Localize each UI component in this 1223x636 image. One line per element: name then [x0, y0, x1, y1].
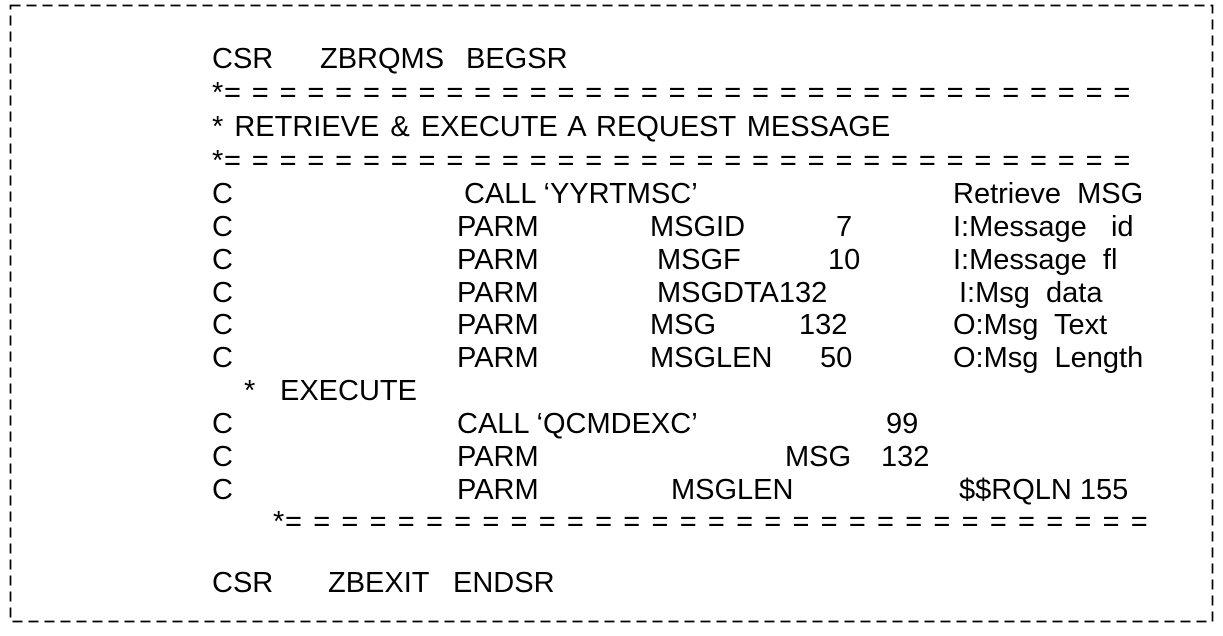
line-separator-bottom: * = = = = = = = = = = = = = = = = = = = =… — [0, 506, 1223, 539]
result-field: MSG — [650, 309, 717, 341]
comment-star: * — [244, 375, 256, 407]
field-length: 50 — [820, 342, 853, 374]
opcode-parm: PARM — [457, 441, 539, 473]
spec-letter: C — [212, 441, 233, 473]
opcode-endsr: ENDSR — [453, 567, 555, 599]
comment-star: * — [212, 77, 224, 109]
field-length: 132 — [881, 441, 930, 473]
result-field: MSGID — [650, 211, 746, 243]
separator-equals: = = = = = = = = = = = = = = = = = = = = … — [224, 145, 1132, 177]
subroutine-name: ZBEXIT — [328, 567, 430, 599]
result-field: MSGDTA132 — [657, 277, 828, 309]
line-comment-execute: * EXECUTE — [0, 375, 1223, 408]
line-separator-top: * = = = = = = = = = = = = = = = = = = = =… — [0, 77, 1223, 110]
separator-equals: = = = = = = = = = = = = = = = = = = = = … — [285, 506, 1150, 538]
spec-letter: C — [212, 211, 233, 243]
opcode-parm: PARM — [457, 277, 539, 309]
line-call-yyrtmsc: C CALL ‘YYRTMSC’ Retrieve MSG — [0, 178, 1223, 211]
opcode-parm: PARM — [457, 244, 539, 276]
comment-text: $$RQLN 155 — [959, 474, 1129, 506]
comment-text: I:Message fl — [953, 244, 1118, 276]
opcode-parm: PARM — [457, 309, 539, 341]
line-parm-msg: C PARM MSG 132 O:Msg Text — [0, 309, 1223, 342]
spec-letter: C — [212, 309, 233, 341]
field-length: 7 — [836, 211, 853, 243]
line-parm-msg-132: C PARM MSG 132 — [0, 441, 1223, 474]
comment-text: O:Msg Text — [953, 309, 1108, 341]
line-comment-title: * RETRIEVE & EXECUTE A REQUEST MESSAGE — [0, 111, 1223, 144]
comment-text: I:Message id — [953, 211, 1134, 243]
opcode-parm: PARM — [457, 342, 539, 374]
spec-letter: C — [212, 474, 233, 506]
line-endsr: CSR ZBEXIT ENDSR — [0, 567, 1223, 600]
spec-letter: C — [212, 244, 233, 276]
comment-text: I:Msg data — [959, 277, 1103, 309]
result-field: MSGLEN — [671, 474, 794, 506]
opcode-call: CALL ‘QCMDEXC’ — [457, 408, 698, 440]
line-separator-mid: * = = = = = = = = = = = = = = = = = = = =… — [0, 145, 1223, 178]
indicator: 99 — [886, 408, 919, 440]
opcode-parm: PARM — [457, 211, 539, 243]
line-parm-msgdta: C PARM MSGDTA132 I:Msg data — [0, 277, 1223, 310]
comment-text: O:Msg Length — [953, 342, 1144, 374]
result-field: MSGLEN — [650, 342, 773, 374]
spec-letter: C — [212, 277, 233, 309]
result-field: MSG — [785, 441, 852, 473]
line-parm-msglen: C PARM MSGLEN 50 O:Msg Length — [0, 342, 1223, 375]
spec-letter: C — [212, 408, 233, 440]
comment-text: EXECUTE — [280, 375, 417, 407]
subroutine-name: ZBRQMS — [320, 43, 445, 75]
opcode-parm: PARM — [457, 474, 539, 506]
separator-equals: = = = = = = = = = = = = = = = = = = = = … — [224, 77, 1132, 109]
opcode-call: CALL ‘YYRTMSC’ — [464, 178, 698, 210]
comment-text: Retrieve MSG — [953, 178, 1144, 210]
spec-entry: CSR — [212, 567, 274, 599]
comment-star: * — [212, 145, 224, 177]
spec-letter: C — [212, 342, 233, 374]
line-begsr: CSR ZBRQMS BEGSR — [0, 43, 1223, 76]
comment-text: * RETRIEVE & EXECUTE A REQUEST MESSAGE — [212, 111, 891, 143]
line-parm-msgid: C PARM MSGID 7 I:Message id — [0, 211, 1223, 244]
dashed-border-rect — [9, 4, 1214, 623]
result-field: MSGF — [657, 244, 741, 276]
field-length: 132 — [799, 309, 848, 341]
spec-entry: CSR — [212, 43, 274, 75]
opcode-begsr: BEGSR — [466, 43, 568, 75]
line-call-qcmdexc: C CALL ‘QCMDEXC’ 99 — [0, 408, 1223, 441]
line-parm-msglen-rqln: C PARM MSGLEN $$RQLN 155 — [0, 474, 1223, 507]
comment-star: * — [273, 506, 285, 538]
spec-letter: C — [212, 178, 233, 210]
line-parm-msgf: C PARM MSGF 10 I:Message fl — [0, 244, 1223, 277]
field-length: 10 — [828, 244, 861, 276]
